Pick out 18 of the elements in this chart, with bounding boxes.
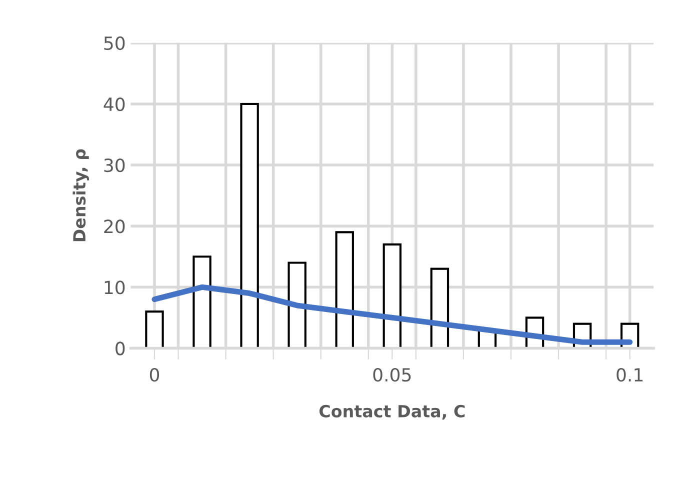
y-tick-label: 10 xyxy=(104,280,125,294)
y-tick-label: 40 xyxy=(104,97,125,112)
x-tick-label: 0.1 xyxy=(616,368,643,382)
y-axis-title: Density, ρ xyxy=(72,149,89,242)
bar xyxy=(430,268,450,348)
bar xyxy=(288,262,306,348)
bar xyxy=(192,256,212,348)
y-tick-label: 0 xyxy=(116,342,125,356)
bar xyxy=(240,102,259,348)
bar xyxy=(382,243,402,348)
x-tick-label: 0.05 xyxy=(373,368,411,382)
y-tick-label: 20 xyxy=(104,220,125,234)
y-tick-label: 50 xyxy=(104,36,125,50)
bar xyxy=(145,310,164,348)
x-axis-title: Contact Data, C xyxy=(319,404,465,420)
bar xyxy=(335,231,354,348)
y-tick-label: 30 xyxy=(104,158,125,172)
x-tick-label: 0 xyxy=(150,368,160,382)
